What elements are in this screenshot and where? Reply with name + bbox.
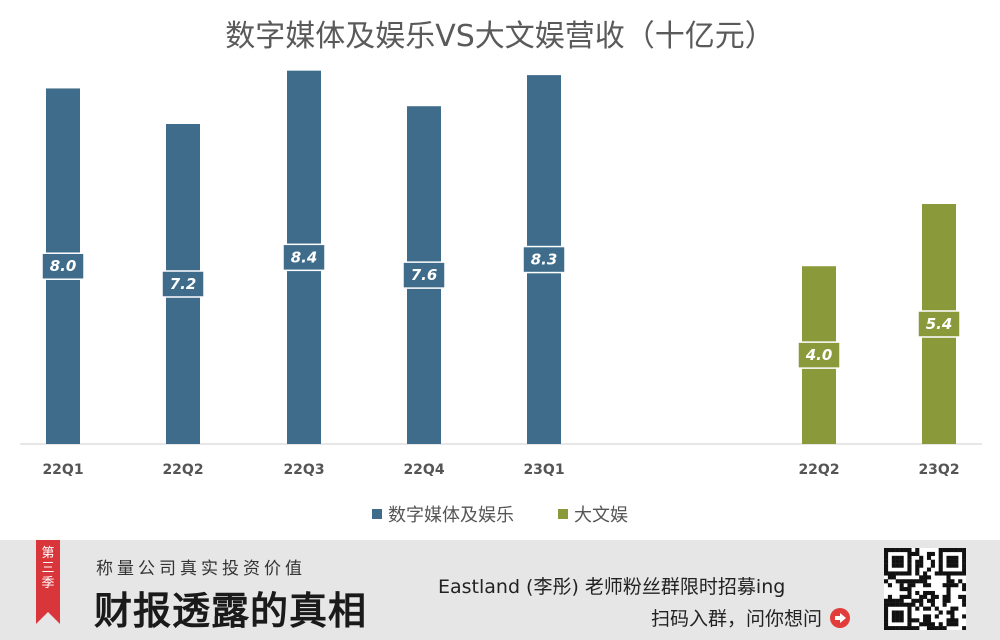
season-badge-char: 第 xyxy=(41,546,55,561)
footer-title: 财报透露的真相 xyxy=(94,588,368,633)
x-tick-label: 22Q2 xyxy=(798,462,839,478)
data-label: 8.0 xyxy=(50,257,77,275)
data-label-box xyxy=(522,245,566,274)
x-tick-label: 22Q2 xyxy=(162,462,203,478)
legend-label: 数字媒体及娱乐 xyxy=(388,505,514,526)
x-tick-label: 23Q2 xyxy=(918,462,959,478)
footer-subtitle: 称量公司真实投资价值 xyxy=(96,559,306,579)
data-label-box xyxy=(797,341,841,369)
cta-link[interactable]: 扫码入群，问你想问 xyxy=(651,604,850,631)
data-label: 8.3 xyxy=(531,251,558,269)
qr-code-icon[interactable] xyxy=(884,548,966,630)
season-badge-char: 季 xyxy=(41,576,55,591)
data-label-box xyxy=(402,261,446,289)
promo-text: Eastland (李彤) 老师粉丝群限时招募ing xyxy=(438,576,786,598)
data-label-box xyxy=(917,310,961,338)
chart-title: 数字媒体及娱乐VS大文娱营收（十亿元） xyxy=(225,19,775,54)
season-badge-char: 三 xyxy=(41,561,55,576)
cta-text: 扫码入群，问你想问 xyxy=(650,608,822,630)
x-tick-label: 23Q1 xyxy=(523,462,564,478)
x-tick-label: 22Q1 xyxy=(42,462,83,478)
data-label: 5.4 xyxy=(926,315,953,333)
chart: 数字媒体及娱乐VS大文娱营收（十亿元） 8.0 7.2 8.4 7.6 8.3 4.0 5.… xyxy=(20,19,982,526)
data-label: 7.2 xyxy=(170,275,197,293)
x-tick-label: 22Q3 xyxy=(283,462,324,478)
legend-label: 大文娱 xyxy=(574,505,628,526)
legend-swatch xyxy=(372,509,382,519)
arrow-right-circle-icon xyxy=(830,607,850,628)
legend-swatch xyxy=(558,509,568,519)
data-label-box xyxy=(41,252,85,280)
legend: 数字媒体及娱乐 大文娱 xyxy=(372,505,628,526)
data-label: 4.0 xyxy=(805,346,833,364)
data-label-box xyxy=(282,243,326,272)
data-label: 7.6 xyxy=(411,266,438,284)
data-label-box xyxy=(161,270,205,298)
footer-banner: 第 三 季 称量公司真实投资价值 财报透露的真相 Eastland (李彤) 老… xyxy=(0,540,1000,640)
x-tick-label: 22Q4 xyxy=(403,462,444,478)
bars-group: 8.0 7.2 8.4 7.6 8.3 4.0 5.4 xyxy=(41,70,961,445)
tick-labels-group: 22Q1 22Q2 22Q3 22Q4 23Q1 22Q2 23Q2 xyxy=(42,462,959,478)
data-label: 8.4 xyxy=(291,248,318,266)
season-badge: 第 三 季 xyxy=(36,540,60,624)
